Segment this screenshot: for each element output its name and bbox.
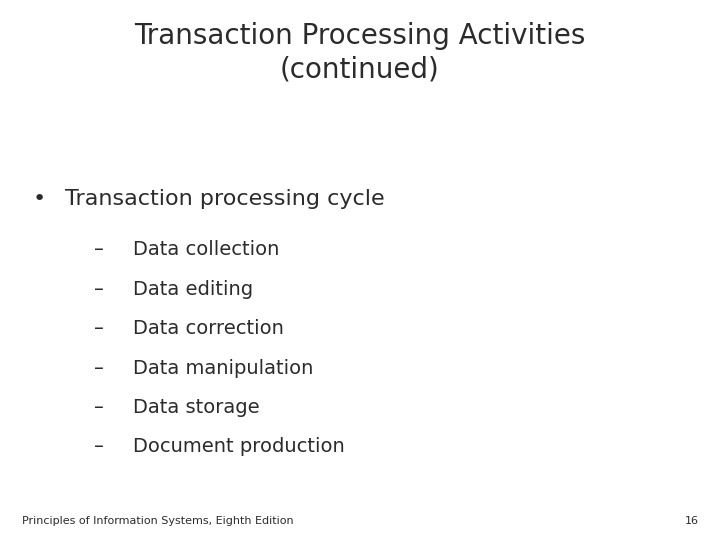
Text: –: – [94,240,104,259]
Text: Data storage: Data storage [133,398,260,417]
Text: Document production: Document production [133,437,345,456]
Text: •: • [32,189,45,209]
Text: Data manipulation: Data manipulation [133,359,314,377]
Text: Principles of Information Systems, Eighth Edition: Principles of Information Systems, Eight… [22,516,293,526]
Text: 16: 16 [685,516,698,526]
Text: –: – [94,437,104,456]
Text: Data editing: Data editing [133,280,253,299]
Text: Data collection: Data collection [133,240,279,259]
Text: Transaction Processing Activities
(continued): Transaction Processing Activities (conti… [135,22,585,83]
Text: Transaction processing cycle: Transaction processing cycle [65,189,384,209]
Text: –: – [94,280,104,299]
Text: –: – [94,359,104,377]
Text: –: – [94,398,104,417]
Text: Data correction: Data correction [133,319,284,338]
Text: –: – [94,319,104,338]
